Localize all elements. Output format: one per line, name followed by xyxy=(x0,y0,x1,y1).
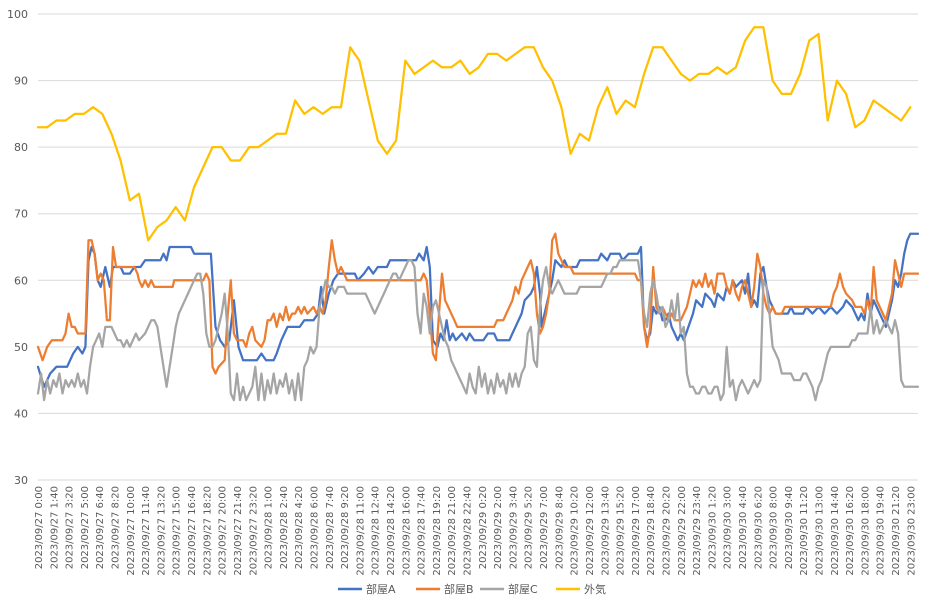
legend-label-3: 外気 xyxy=(584,582,606,596)
x-tick-label: 2023/09/30 6:20 xyxy=(753,486,764,569)
y-tick-label: 90 xyxy=(14,75,28,88)
x-tick-label: 2023/09/29 22:00 xyxy=(677,486,688,576)
x-tick-label: 2023/09/28 22:40 xyxy=(463,486,474,576)
x-tick-label: 2023/09/27 18:20 xyxy=(202,486,213,576)
x-tick-label: 2023/09/28 11:00 xyxy=(355,486,366,576)
x-tick-label: 2023/09/30 13:00 xyxy=(815,486,826,576)
x-tick-label: 2023/09/30 16:20 xyxy=(845,486,856,576)
x-tick-label: 2023/09/29 2:00 xyxy=(493,486,504,569)
x-tick-label: 2023/09/29 13:40 xyxy=(600,486,611,576)
series-line-3 xyxy=(36,26,912,242)
x-tick-label: 2023/09/28 17:40 xyxy=(417,486,428,576)
x-tick-label: 2023/09/29 5:20 xyxy=(524,486,535,569)
x-tick-label: 2023/09/29 3:40 xyxy=(508,486,519,569)
x-tick-label: 2023/09/28 14:20 xyxy=(386,486,397,576)
x-tick-label: 2023/09/29 8:40 xyxy=(554,486,565,569)
x-tick-label: 2023/09/30 1:20 xyxy=(707,486,718,569)
x-tick-label: 2023/09/30 8:00 xyxy=(769,486,780,569)
x-tick-label: 2023/09/29 17:00 xyxy=(631,486,642,576)
x-tick-label: 2023/09/29 20:20 xyxy=(661,486,672,576)
y-tick-label: 80 xyxy=(14,141,28,154)
x-tick-label: 2023/09/30 3:00 xyxy=(723,486,734,569)
y-tick-label: 40 xyxy=(14,407,28,420)
x-tick-label: 2023/09/27 16:40 xyxy=(187,486,198,576)
x-tick-label: 2023/09/27 20:00 xyxy=(218,486,229,576)
y-tick-label: 70 xyxy=(14,208,28,221)
y-tick-label: 30 xyxy=(14,474,28,487)
x-tick-label: 2023/09/27 11:40 xyxy=(141,486,152,576)
x-tick-label: 2023/09/27 0:00 xyxy=(34,486,45,569)
x-tick-label: 2023/09/30 18:00 xyxy=(860,486,871,576)
x-tick-label: 2023/09/27 8:20 xyxy=(111,486,122,569)
legend-label-2: 部屋C xyxy=(508,582,538,596)
x-axis: 2023/09/27 0:00 2023/09/27 1:40 2023/09/27… xyxy=(34,486,917,576)
x-tick-label: 2023/09/27 15:00 xyxy=(172,486,183,576)
x-tick-label: 2023/09/27 13:20 xyxy=(156,486,167,576)
x-tick-label: 2023/09/30 21:20 xyxy=(891,486,902,576)
x-tick-label: 2023/09/27 21:40 xyxy=(233,486,244,576)
y-tick-label: 100 xyxy=(7,8,28,21)
x-tick-label: 2023/09/29 23:40 xyxy=(692,486,703,576)
x-tick-label: 2023/09/28 6:00 xyxy=(309,486,320,569)
x-tick-label: 2023/09/29 12:00 xyxy=(585,486,596,576)
legend: 部屋A 部屋B 部屋C 外気 xyxy=(338,582,606,596)
x-tick-label: 2023/09/28 16:00 xyxy=(401,486,412,576)
legend-label-1: 部屋B xyxy=(444,582,474,596)
legend-label-0: 部屋A xyxy=(366,582,396,596)
x-tick-label: 2023/09/29 7:00 xyxy=(539,486,550,569)
x-tick-label: 2023/09/28 21:00 xyxy=(447,486,458,576)
x-tick-label: 2023/09/27 1:40 xyxy=(49,486,60,569)
x-tick-label: 2023/09/30 9:40 xyxy=(784,486,795,569)
series-line-2 xyxy=(36,259,920,402)
x-tick-label: 2023/09/28 1:00 xyxy=(264,486,275,569)
x-tick-label: 2023/09/30 11:20 xyxy=(799,486,810,576)
x-tick-label: 2023/09/28 9:20 xyxy=(340,486,351,569)
series-line-1 xyxy=(36,232,920,375)
x-tick-label: 2023/09/28 7:40 xyxy=(325,486,336,569)
x-tick-label: 2023/09/29 15:20 xyxy=(616,486,627,576)
x-tick-label: 2023/09/27 6:40 xyxy=(95,486,106,569)
x-tick-label: 2023/09/30 4:40 xyxy=(738,486,749,569)
x-tick-label: 2023/09/30 23:00 xyxy=(906,486,917,576)
x-tick-label: 2023/09/27 5:00 xyxy=(80,486,91,569)
x-tick-label: 2023/09/29 0:20 xyxy=(478,486,489,569)
x-tick-label: 2023/09/27 3:20 xyxy=(65,486,76,569)
x-tick-label: 2023/09/27 10:00 xyxy=(126,486,137,576)
x-tick-label: 2023/09/30 14:40 xyxy=(830,486,841,576)
x-tick-label: 2023/09/27 23:20 xyxy=(248,486,259,576)
series-lines xyxy=(36,26,920,402)
x-tick-label: 2023/09/28 4:20 xyxy=(294,486,305,569)
x-tick-label: 2023/09/28 12:40 xyxy=(371,486,382,576)
x-tick-label: 2023/09/28 2:40 xyxy=(279,486,290,569)
y-tick-label: 60 xyxy=(14,274,28,287)
y-tick-label: 50 xyxy=(14,341,28,354)
x-tick-label: 2023/09/29 18:40 xyxy=(646,486,657,576)
x-tick-label: 2023/09/28 19:20 xyxy=(432,486,443,576)
x-tick-label: 2023/09/30 19:40 xyxy=(876,486,887,576)
y-axis: 30 40 50 60 70 80 90 100 xyxy=(7,8,28,487)
x-tick-label: 2023/09/29 10:20 xyxy=(570,486,581,576)
